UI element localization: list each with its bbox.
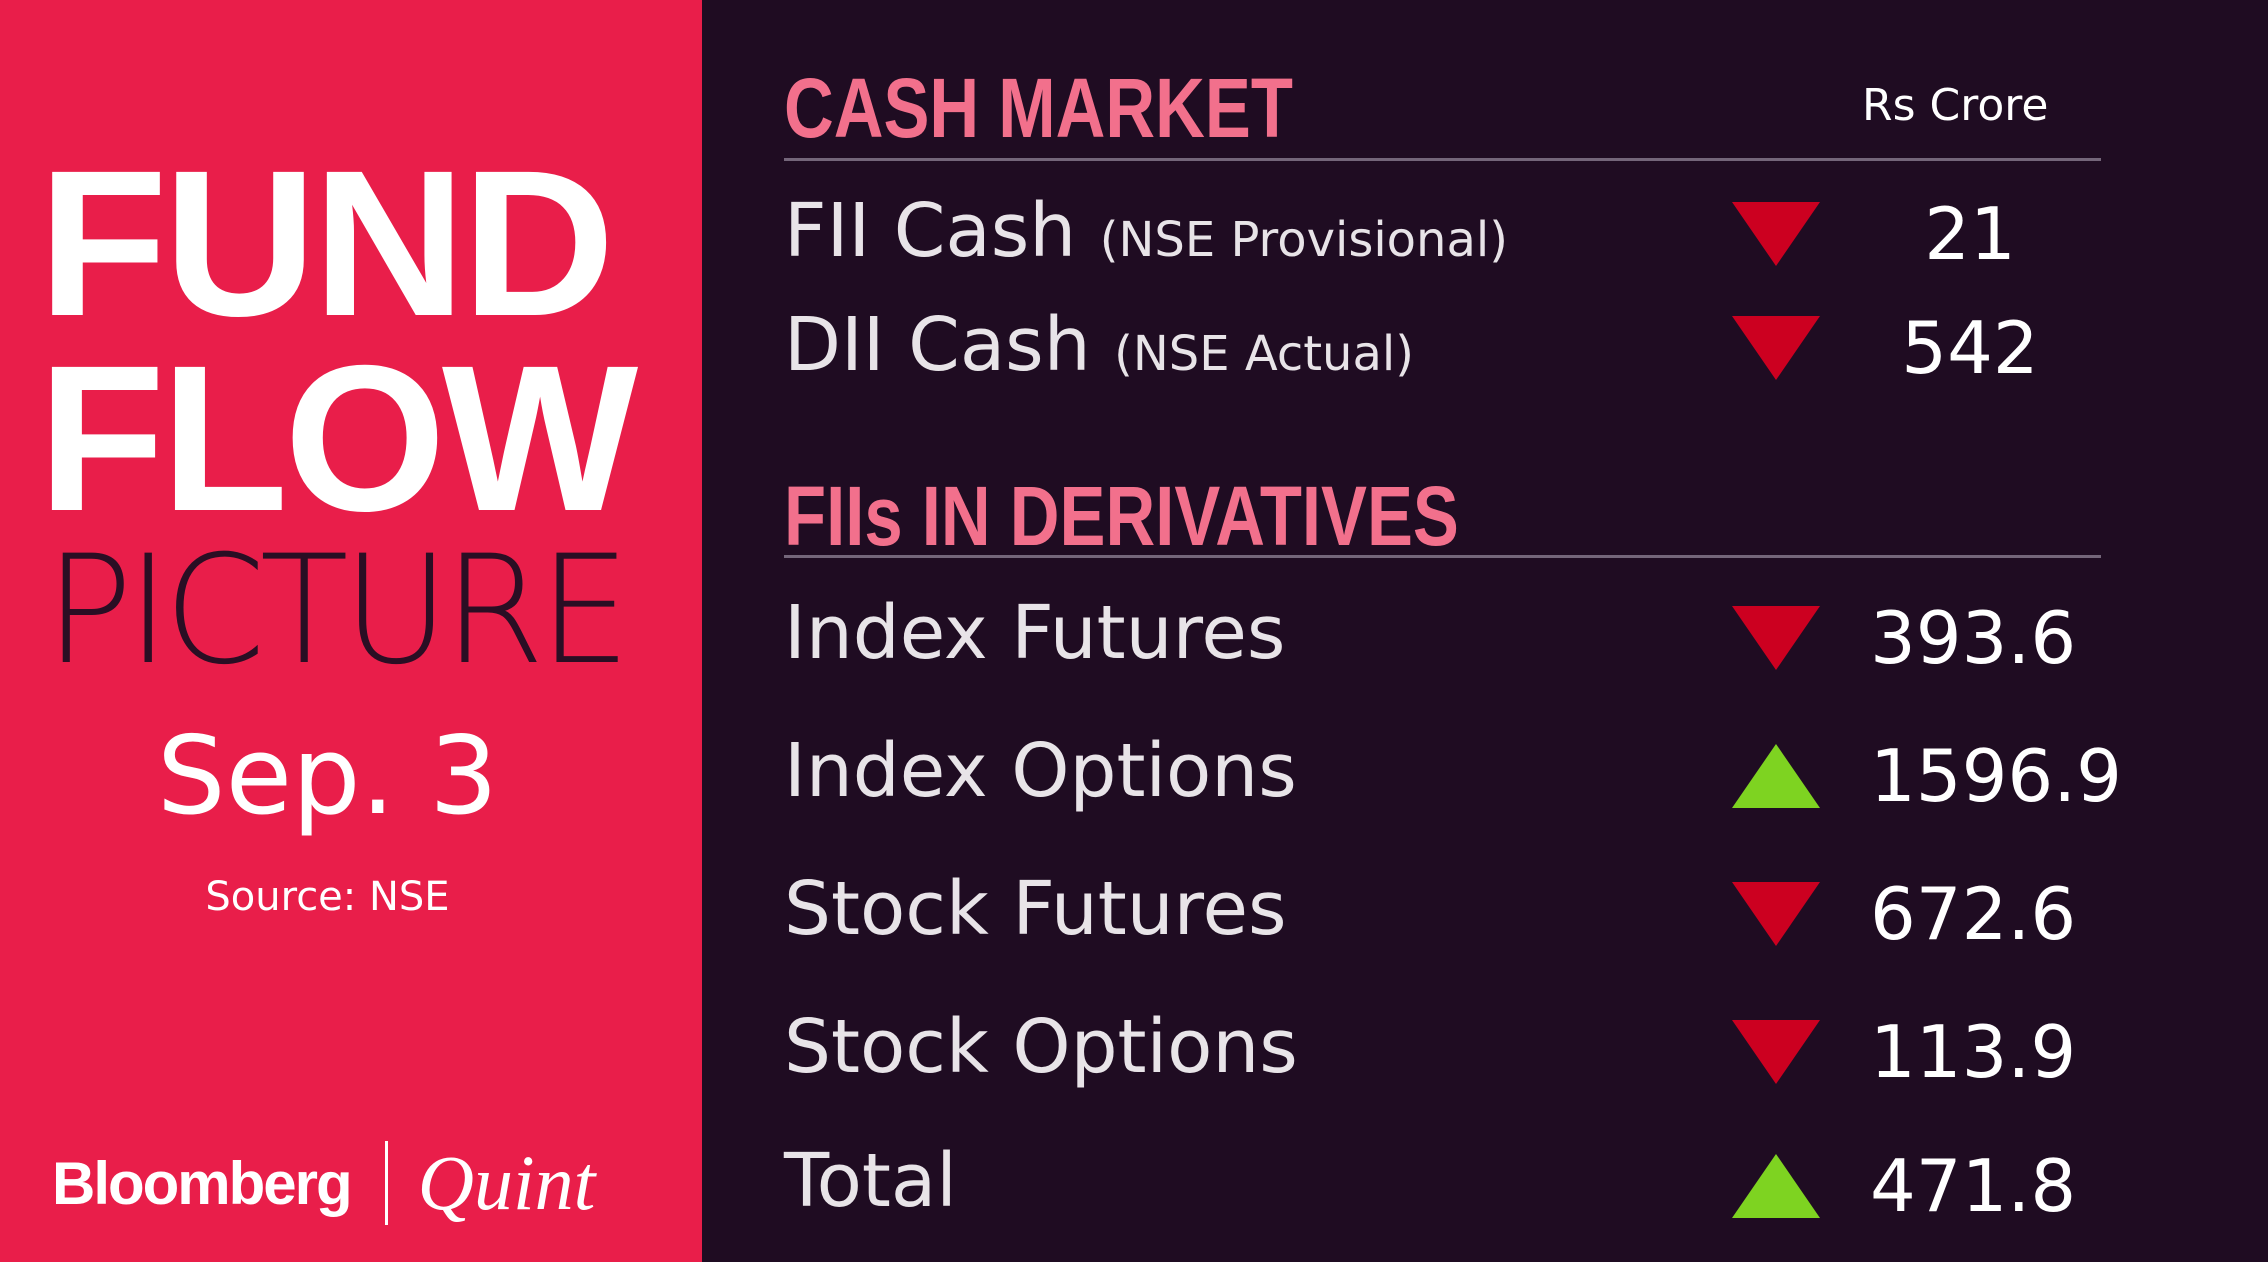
data-panel bbox=[702, 0, 2268, 1262]
logo-bloomberg: Bloomberg bbox=[52, 1149, 353, 1217]
triangle-down-icon bbox=[1732, 606, 1820, 670]
row-label-text: DII Cash bbox=[784, 302, 1091, 388]
row-label-note: (NSE Actual) bbox=[1114, 326, 1414, 382]
triangle-down-icon bbox=[1732, 882, 1820, 946]
row-value: 393.6 bbox=[1870, 596, 2077, 680]
cash-market-heading: CASH MARKET bbox=[784, 61, 1293, 155]
row-label: Stock Futures bbox=[784, 872, 1287, 946]
triangle-up-icon bbox=[1732, 1154, 1820, 1218]
triangle-down-icon bbox=[1732, 202, 1820, 266]
row-label-text: FII Cash bbox=[784, 188, 1077, 274]
row-label-note: (NSE Provisional) bbox=[1099, 212, 1508, 268]
row-label-text: Stock Options bbox=[784, 1004, 1298, 1090]
row-value: 471.8 bbox=[1870, 1144, 2077, 1228]
row-value: 113.9 bbox=[1870, 1010, 2077, 1094]
row-label: Total bbox=[784, 1144, 957, 1218]
derivatives-heading: FIIs IN DERIVATIVES bbox=[784, 469, 1459, 563]
title-line-flow: FLOW bbox=[38, 323, 638, 555]
triangle-up-icon bbox=[1732, 744, 1820, 808]
row-value: 21 bbox=[1924, 192, 2016, 276]
divider bbox=[784, 555, 2101, 558]
title-line-fund: FUND bbox=[38, 128, 615, 360]
unit-label: Rs Crore bbox=[1862, 80, 2049, 131]
row-label: Stock Options bbox=[784, 1010, 1298, 1084]
source-label: Source: NSE bbox=[205, 874, 450, 920]
title-line-picture: PICTURE bbox=[44, 524, 631, 698]
row-label-text: Index Futures bbox=[784, 590, 1286, 676]
row-value: 1596.9 bbox=[1870, 734, 2122, 818]
row-label-text: Index Options bbox=[784, 728, 1297, 814]
triangle-down-icon bbox=[1732, 316, 1820, 380]
divider bbox=[784, 158, 2101, 161]
title-panel: FUND FLOW PICTURE Sep. 3 Source: NSE Blo… bbox=[0, 0, 702, 1262]
row-value: 672.6 bbox=[1870, 872, 2077, 956]
row-label: FII Cash (NSE Provisional) bbox=[784, 194, 1508, 268]
logo-divider bbox=[384, 1141, 388, 1225]
row-label: Index Options bbox=[784, 734, 1297, 808]
row-label: DII Cash (NSE Actual) bbox=[784, 308, 1414, 382]
row-label: Index Futures bbox=[784, 596, 1285, 670]
logo-quint: Quint bbox=[417, 1139, 596, 1226]
date-label: Sep. 3 bbox=[157, 714, 498, 839]
triangle-down-icon bbox=[1732, 1020, 1820, 1084]
row-label-text: Total bbox=[784, 1138, 957, 1224]
row-label-text: Stock Futures bbox=[784, 866, 1287, 952]
row-value: 542 bbox=[1901, 306, 2039, 390]
brand-logo: Bloomberg Quint bbox=[52, 1138, 595, 1228]
